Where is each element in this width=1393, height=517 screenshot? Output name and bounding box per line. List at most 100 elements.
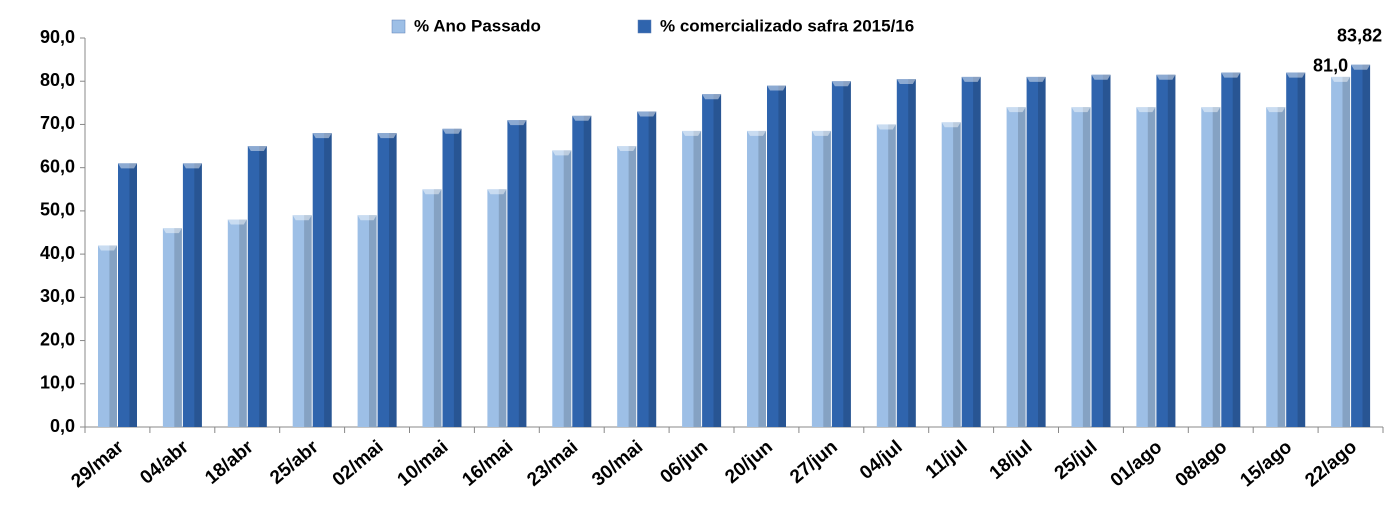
bar-shade xyxy=(304,215,312,427)
y-tick-label: 20,0 xyxy=(40,329,75,349)
bar xyxy=(896,79,916,428)
bar-cap xyxy=(442,128,462,134)
x-tick-label: 04/jul xyxy=(856,437,907,484)
bar-cap xyxy=(1091,74,1111,80)
bar-shade xyxy=(693,130,702,427)
bar xyxy=(1201,107,1221,428)
bar xyxy=(831,81,851,427)
bar-cap xyxy=(1221,72,1241,78)
bar-shade xyxy=(1082,107,1091,428)
x-tick-label: 11/jul xyxy=(922,437,972,484)
bar-shade xyxy=(713,94,722,427)
bar xyxy=(1221,72,1241,428)
bar-cap xyxy=(377,133,397,139)
bar xyxy=(247,146,267,428)
bar-shade xyxy=(908,79,916,428)
bar-shade xyxy=(1277,107,1286,428)
bar xyxy=(1026,76,1046,428)
bar-shade xyxy=(498,189,507,427)
bar xyxy=(1351,64,1371,427)
bar xyxy=(377,133,397,428)
bar-shade xyxy=(239,219,247,427)
bar-cap xyxy=(896,79,916,85)
bar-shade xyxy=(1038,76,1046,428)
x-tick-label: 29/mar xyxy=(67,436,128,492)
bar xyxy=(1091,74,1111,427)
bar-shade xyxy=(888,124,896,427)
value-label: 83,82 xyxy=(1337,25,1382,45)
bar-shade xyxy=(1018,107,1026,428)
bar-shade xyxy=(518,120,527,427)
bar xyxy=(442,128,462,427)
bar-cap xyxy=(118,163,137,169)
bar-shade xyxy=(628,146,637,428)
y-tick-label: 50,0 xyxy=(40,200,75,220)
bar-shade xyxy=(1102,74,1111,427)
bar-cap xyxy=(617,146,637,152)
legend-label: % Ano Passado xyxy=(414,16,541,35)
bar xyxy=(767,85,786,428)
bar xyxy=(1286,72,1306,428)
bar-cap xyxy=(572,115,592,121)
bar-cap xyxy=(1156,74,1176,80)
bar-cap xyxy=(702,94,722,100)
y-tick-label: 30,0 xyxy=(40,286,75,306)
y-tick-label: 40,0 xyxy=(40,243,75,263)
bar-cap xyxy=(292,215,312,221)
y-tick-label: 60,0 xyxy=(40,156,75,176)
bar-cap xyxy=(831,81,851,87)
bar xyxy=(162,228,182,427)
bar xyxy=(747,130,766,427)
bar-cap xyxy=(487,189,507,195)
x-tick-label: 10/mai xyxy=(394,437,453,491)
bar xyxy=(292,215,312,427)
bar xyxy=(312,133,332,428)
bar-shade xyxy=(389,133,397,428)
bar xyxy=(637,111,657,427)
bar-cap xyxy=(1026,76,1046,82)
bar xyxy=(98,245,117,427)
bar xyxy=(617,146,637,428)
bar-shade xyxy=(648,111,657,427)
bar xyxy=(227,219,247,427)
bar-cap xyxy=(422,189,442,195)
bar xyxy=(487,189,507,427)
bar xyxy=(118,163,137,427)
x-tick-label: 18/jul xyxy=(986,437,1037,484)
bar-cap xyxy=(1266,107,1286,113)
legend-marker xyxy=(391,19,406,34)
legend-marker xyxy=(637,19,652,34)
bar-shade xyxy=(758,130,766,427)
bar xyxy=(941,122,961,428)
y-tick-label: 0,0 xyxy=(50,416,75,436)
bar xyxy=(811,130,831,427)
bar xyxy=(876,124,896,427)
bar-shade xyxy=(369,215,377,427)
bar-shade xyxy=(953,122,961,428)
bar xyxy=(552,150,572,427)
x-tick-label: 06/jun xyxy=(656,437,712,488)
bar-cap xyxy=(961,76,981,82)
bar xyxy=(507,120,527,427)
x-tick-label: 15/ago xyxy=(1236,437,1296,492)
bar xyxy=(1156,74,1176,427)
bar-shade xyxy=(1147,107,1156,428)
x-tick-label: 16/mai xyxy=(458,437,517,491)
bar-shade xyxy=(174,228,182,427)
bar-cap xyxy=(162,228,182,234)
bar-shade xyxy=(453,128,462,427)
x-tick-label: 18/abr xyxy=(201,436,258,488)
bar xyxy=(182,163,202,427)
bar-cap xyxy=(1331,76,1351,82)
bar-cap xyxy=(1201,107,1221,113)
bar-cap xyxy=(552,150,572,156)
bar-shade xyxy=(583,115,592,428)
x-tick-label: 02/mai xyxy=(329,437,388,491)
bar-cap xyxy=(1136,107,1156,113)
bar-shade xyxy=(433,189,442,427)
bar-cap xyxy=(247,146,267,152)
x-tick-label: 23/mai xyxy=(523,437,582,491)
bar-shade xyxy=(324,133,332,428)
bar xyxy=(1331,76,1351,428)
